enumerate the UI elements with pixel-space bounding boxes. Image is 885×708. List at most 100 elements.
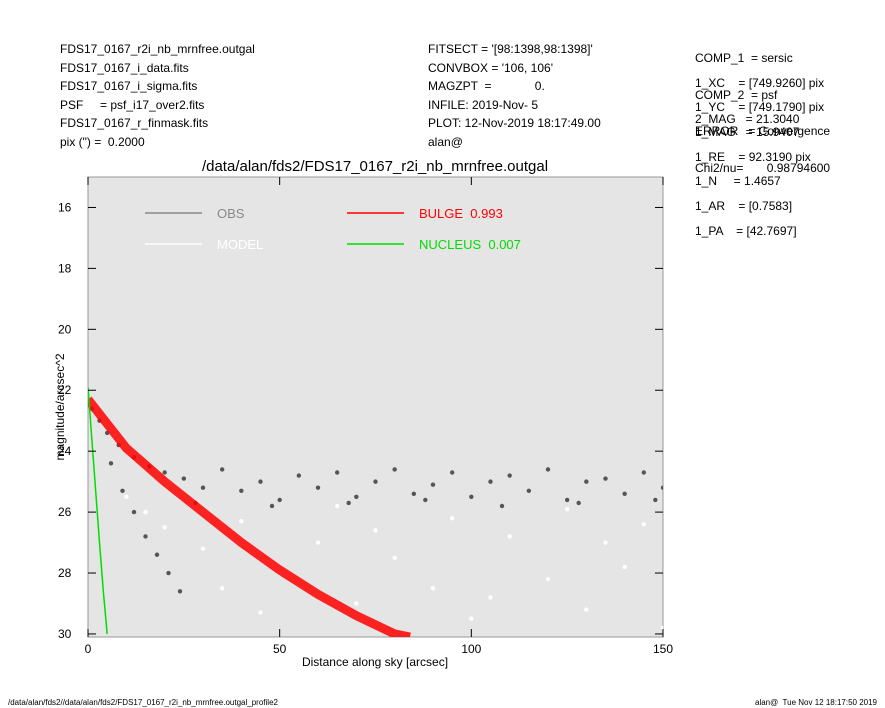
legend-label: OBS	[217, 206, 245, 221]
data-point	[258, 479, 263, 484]
footer-left: /data/alan/fds2//data/alan/fds2/FDS17_01…	[8, 698, 278, 707]
data-point	[660, 625, 663, 631]
data-point	[269, 503, 275, 509]
data-point	[143, 509, 148, 515]
x-tick-label: 150	[653, 642, 673, 656]
header-line: FDS17_0167_i_sigma.fits	[60, 79, 198, 93]
data-point	[488, 479, 493, 484]
data-point	[131, 509, 137, 515]
data-point	[469, 616, 474, 621]
data-point	[239, 519, 244, 524]
param-line: 1_PA = [42.7697]	[695, 223, 797, 238]
data-point	[346, 500, 351, 506]
data-point	[469, 494, 474, 500]
chart-title: /data/alan/fds2/FDS17_0167_r2i_nb_mrnfre…	[202, 158, 548, 175]
data-point	[507, 534, 512, 539]
data-point	[143, 534, 148, 539]
data-layer	[88, 387, 663, 637]
model-curve	[88, 396, 411, 637]
data-point	[449, 470, 455, 475]
data-point	[108, 461, 114, 466]
data-point	[124, 494, 129, 500]
plot-area	[87, 176, 664, 638]
data-point	[315, 485, 321, 490]
param-group: Chi2/nu= 0.98794600	[695, 156, 830, 181]
legend-label: MODEL	[217, 237, 263, 252]
param-line: ERROR = Convergence	[695, 124, 831, 139]
data-point	[622, 564, 627, 570]
data-point	[449, 515, 455, 521]
data-point	[584, 607, 589, 612]
data-point	[526, 488, 532, 493]
y-tick-label: 24	[58, 444, 72, 458]
y-tick-label: 26	[58, 505, 72, 519]
header-left: FDS17_0167_r2i_nb_mrnfree.outgal FDS17_01…	[60, 40, 255, 151]
param-line: 1_N = 1.4657	[695, 174, 781, 189]
footer-right: alan@ Tue Nov 12 18:17:50 2019	[755, 698, 877, 707]
data-point	[200, 546, 206, 551]
data-point	[603, 476, 608, 481]
data-point	[354, 494, 359, 500]
data-point	[392, 555, 397, 560]
data-point	[219, 586, 225, 591]
header-line: CONVBOX = '106, 106'	[428, 60, 553, 75]
data-point	[641, 522, 647, 527]
data-point	[334, 503, 340, 509]
data-point	[488, 595, 493, 600]
data-point	[219, 467, 225, 472]
param-line: 1_RE = 92.3190 pix	[695, 149, 811, 164]
data-point	[545, 576, 551, 582]
data-point	[120, 488, 125, 493]
data-point	[622, 491, 627, 497]
data-point	[430, 586, 436, 591]
param-group: COMP_1 = sersic 1_XC = [749.9260] pix 1_YC…	[695, 46, 830, 238]
data-point	[564, 506, 570, 512]
y-tick-label: 18	[58, 261, 72, 275]
header-line: FITSECT = '[98:1398,98:1398]'	[428, 42, 593, 56]
data-point	[603, 540, 608, 545]
data-point	[641, 470, 647, 475]
legend-label: NUCLEUS 0.007	[419, 237, 521, 252]
data-point	[430, 482, 436, 487]
legend-label: BULGE 0.993	[419, 206, 503, 221]
header-line: PLOT: 12-Nov-2019 18:17:49.00	[428, 116, 601, 130]
data-point	[423, 497, 428, 503]
y-tick-label: 22	[58, 383, 72, 397]
x-axis-label: Distance along sky [arcsec]	[302, 655, 448, 669]
param-line: 1_YC = [749.1790] pix	[695, 100, 825, 115]
model-curve	[88, 387, 108, 635]
data-point	[277, 497, 282, 503]
param-line: 1_MAG = 15.9407	[695, 125, 800, 140]
header-line: FDS17_0167_r_finmask.fits	[60, 116, 209, 130]
param-line: 1_AR = [0.7583]	[695, 199, 793, 214]
param-line: 1_XC = [749.9260] pix	[695, 75, 825, 90]
data-point	[154, 552, 160, 557]
header-line: MAGZPT = 0.	[428, 79, 545, 93]
data-point	[181, 476, 187, 481]
data-point	[373, 528, 378, 533]
data-point	[177, 589, 183, 594]
data-point	[373, 479, 378, 484]
data-point	[499, 503, 505, 509]
param-group: COMP_2 = psf 2_MAG = 21.3040	[695, 83, 830, 127]
y-tick-label: 20	[58, 322, 72, 336]
header-line: INFILE: 2019-Nov- 5	[428, 97, 539, 112]
data-point	[564, 497, 570, 503]
header-middle: FITSECT = '[98:1398,98:1398]' CONVBOX = '…	[428, 40, 601, 151]
x-tick-label: 0	[85, 642, 92, 656]
data-point	[584, 479, 589, 484]
data-point	[315, 540, 321, 545]
header-line: FDS17_0167_i_data.fits	[60, 60, 189, 75]
param-group: ERROR = Convergence	[695, 119, 830, 144]
param-line: Chi2/nu= 0.98794600	[695, 161, 831, 176]
data-point	[166, 570, 171, 576]
y-tick-label: 28	[58, 566, 72, 580]
data-point	[354, 601, 359, 606]
data-point	[334, 470, 340, 475]
data-point	[653, 497, 658, 503]
x-tick-label: 50	[273, 642, 287, 656]
x-tick-label: 100	[461, 642, 481, 656]
data-point	[507, 473, 512, 478]
param-line: COMP_2 = psf	[695, 87, 778, 102]
data-point	[296, 473, 302, 478]
